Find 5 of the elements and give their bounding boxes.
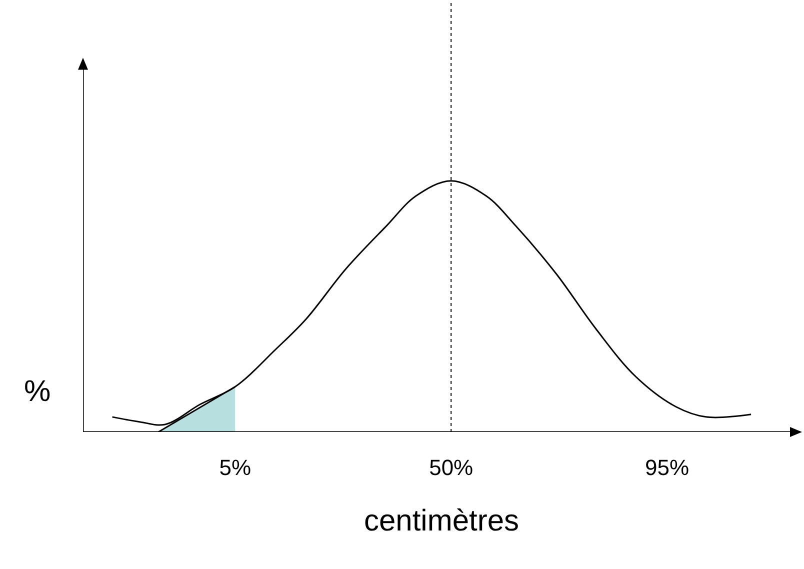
x-tick-label: 50% bbox=[429, 455, 474, 480]
x-axis-title: centimètres bbox=[364, 504, 520, 538]
x-tick-label: 95% bbox=[645, 455, 690, 480]
x-tick-label: 5% bbox=[219, 455, 252, 480]
y-axis-title: % bbox=[24, 375, 51, 408]
